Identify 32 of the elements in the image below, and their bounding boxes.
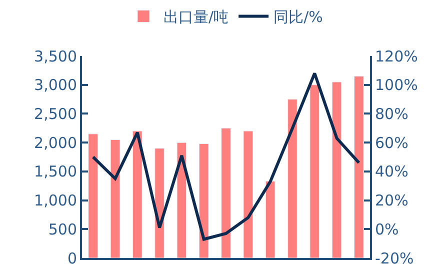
bar: [265, 180, 276, 258]
bar: [221, 128, 231, 258]
y2-tick-label: 0%: [375, 220, 399, 238]
bar: [332, 82, 342, 258]
bar: [88, 134, 98, 258]
y-tick-label: 0: [67, 249, 77, 268]
y-tick-label: 3,500: [34, 47, 77, 66]
bar: [132, 130, 142, 258]
legend-label: 同比/%: [274, 8, 323, 26]
legend-label: 出口量/吨: [164, 8, 229, 26]
bar: [243, 130, 254, 258]
y2-tick-label: 100%: [375, 76, 418, 94]
y2-tick-label: 120%: [375, 47, 418, 66]
y-tick-label: 2,500: [34, 104, 77, 123]
bar: [310, 84, 320, 258]
y-tick-label: 1,500: [34, 162, 77, 181]
y-tick-label: 1,000: [34, 192, 77, 210]
y2-tick-label: 20%: [375, 192, 408, 210]
bar: [154, 148, 164, 258]
bar: [176, 142, 187, 258]
y2-tick-label: 60%: [375, 134, 408, 152]
y-tick-label: 3,000: [34, 76, 77, 94]
bar: [198, 143, 209, 258]
bar: [110, 139, 120, 258]
line-series: [92, 72, 360, 241]
bar: [288, 99, 298, 258]
y2-tick-label: 80%: [375, 104, 408, 123]
y2-tick-label: -20%: [375, 249, 414, 268]
y-tick-label: 500: [48, 220, 77, 238]
y-tick-label: 2,000: [34, 134, 77, 152]
y2-tick-label: 40%: [375, 162, 408, 181]
bar: [354, 76, 364, 258]
